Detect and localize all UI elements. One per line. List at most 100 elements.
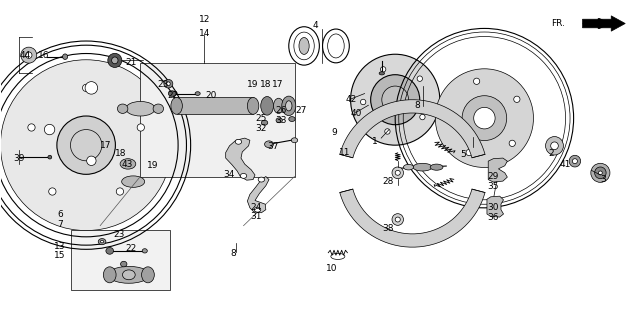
- Text: 23: 23: [113, 230, 124, 239]
- Text: 37: 37: [268, 142, 279, 151]
- Ellipse shape: [545, 137, 563, 155]
- Text: 29: 29: [487, 172, 499, 181]
- Ellipse shape: [247, 97, 259, 114]
- Ellipse shape: [108, 53, 122, 68]
- Ellipse shape: [462, 96, 507, 140]
- Ellipse shape: [430, 164, 443, 170]
- Ellipse shape: [137, 124, 145, 131]
- Ellipse shape: [57, 116, 115, 174]
- Ellipse shape: [381, 67, 386, 72]
- Text: 3: 3: [600, 175, 606, 184]
- Ellipse shape: [142, 249, 147, 253]
- Bar: [72, 230, 170, 290]
- Ellipse shape: [572, 159, 577, 164]
- Ellipse shape: [569, 155, 580, 167]
- Ellipse shape: [395, 217, 400, 222]
- Ellipse shape: [100, 241, 104, 243]
- FancyArrow shape: [582, 16, 625, 31]
- Ellipse shape: [420, 114, 425, 120]
- Text: 8: 8: [231, 250, 237, 259]
- Text: 25: 25: [255, 114, 266, 123]
- Ellipse shape: [371, 75, 420, 125]
- Text: 41: 41: [559, 160, 571, 169]
- Ellipse shape: [126, 101, 155, 116]
- Ellipse shape: [264, 141, 273, 148]
- Ellipse shape: [26, 52, 32, 58]
- Ellipse shape: [168, 91, 176, 96]
- Ellipse shape: [392, 167, 403, 179]
- Polygon shape: [340, 189, 485, 247]
- Text: 19: 19: [246, 80, 258, 89]
- Ellipse shape: [260, 96, 273, 115]
- Ellipse shape: [282, 96, 296, 116]
- Ellipse shape: [1, 60, 172, 231]
- Ellipse shape: [403, 164, 413, 170]
- Ellipse shape: [392, 214, 403, 225]
- Ellipse shape: [444, 111, 451, 117]
- Text: 40: 40: [351, 109, 362, 118]
- Ellipse shape: [395, 170, 400, 175]
- Ellipse shape: [28, 124, 35, 131]
- Bar: [140, 63, 294, 176]
- Ellipse shape: [49, 188, 56, 195]
- Text: 42: 42: [346, 95, 356, 104]
- Text: 36: 36: [487, 213, 499, 222]
- Ellipse shape: [103, 267, 116, 283]
- Ellipse shape: [509, 140, 515, 147]
- Text: 17: 17: [272, 80, 284, 89]
- Text: 22: 22: [125, 244, 137, 253]
- Text: 19: 19: [147, 161, 158, 170]
- Ellipse shape: [285, 101, 292, 111]
- Ellipse shape: [141, 267, 154, 283]
- Ellipse shape: [258, 177, 264, 182]
- Text: 23: 23: [157, 80, 169, 89]
- Ellipse shape: [289, 117, 295, 122]
- Ellipse shape: [351, 54, 440, 145]
- Text: FR.: FR.: [550, 19, 564, 28]
- Text: 35: 35: [487, 182, 499, 191]
- Ellipse shape: [106, 247, 113, 254]
- Ellipse shape: [195, 92, 200, 95]
- Ellipse shape: [474, 78, 480, 84]
- Text: 44: 44: [19, 51, 31, 60]
- Ellipse shape: [435, 69, 534, 167]
- Ellipse shape: [360, 99, 366, 105]
- Ellipse shape: [273, 98, 284, 113]
- Ellipse shape: [48, 155, 52, 159]
- Text: 43: 43: [121, 160, 132, 169]
- Ellipse shape: [413, 163, 432, 171]
- Text: 33: 33: [275, 116, 287, 125]
- Ellipse shape: [299, 38, 309, 54]
- Text: 24: 24: [250, 203, 261, 212]
- Text: 2: 2: [548, 149, 554, 158]
- Text: 10: 10: [326, 264, 338, 273]
- Text: 9: 9: [332, 128, 337, 137]
- Bar: [177, 97, 253, 114]
- Text: 5: 5: [460, 150, 466, 160]
- Text: 17: 17: [100, 141, 111, 150]
- Ellipse shape: [111, 57, 118, 64]
- Text: 34: 34: [223, 170, 234, 179]
- Ellipse shape: [598, 171, 602, 175]
- Ellipse shape: [120, 261, 127, 267]
- Ellipse shape: [261, 120, 268, 125]
- Ellipse shape: [236, 139, 242, 144]
- Polygon shape: [247, 176, 269, 213]
- Text: 12: 12: [199, 15, 211, 24]
- Ellipse shape: [514, 96, 520, 102]
- Polygon shape: [487, 196, 504, 217]
- Ellipse shape: [120, 159, 136, 169]
- Polygon shape: [488, 158, 508, 182]
- Text: 6: 6: [58, 210, 63, 219]
- Ellipse shape: [44, 124, 55, 135]
- Text: 4: 4: [312, 21, 318, 30]
- Ellipse shape: [166, 82, 170, 86]
- Text: 39: 39: [13, 153, 24, 162]
- Ellipse shape: [171, 97, 182, 114]
- Ellipse shape: [385, 129, 390, 134]
- Ellipse shape: [591, 163, 610, 182]
- Text: 7: 7: [58, 219, 63, 229]
- Text: 27: 27: [296, 106, 307, 115]
- Text: 38: 38: [383, 224, 394, 232]
- Text: 11: 11: [339, 148, 351, 157]
